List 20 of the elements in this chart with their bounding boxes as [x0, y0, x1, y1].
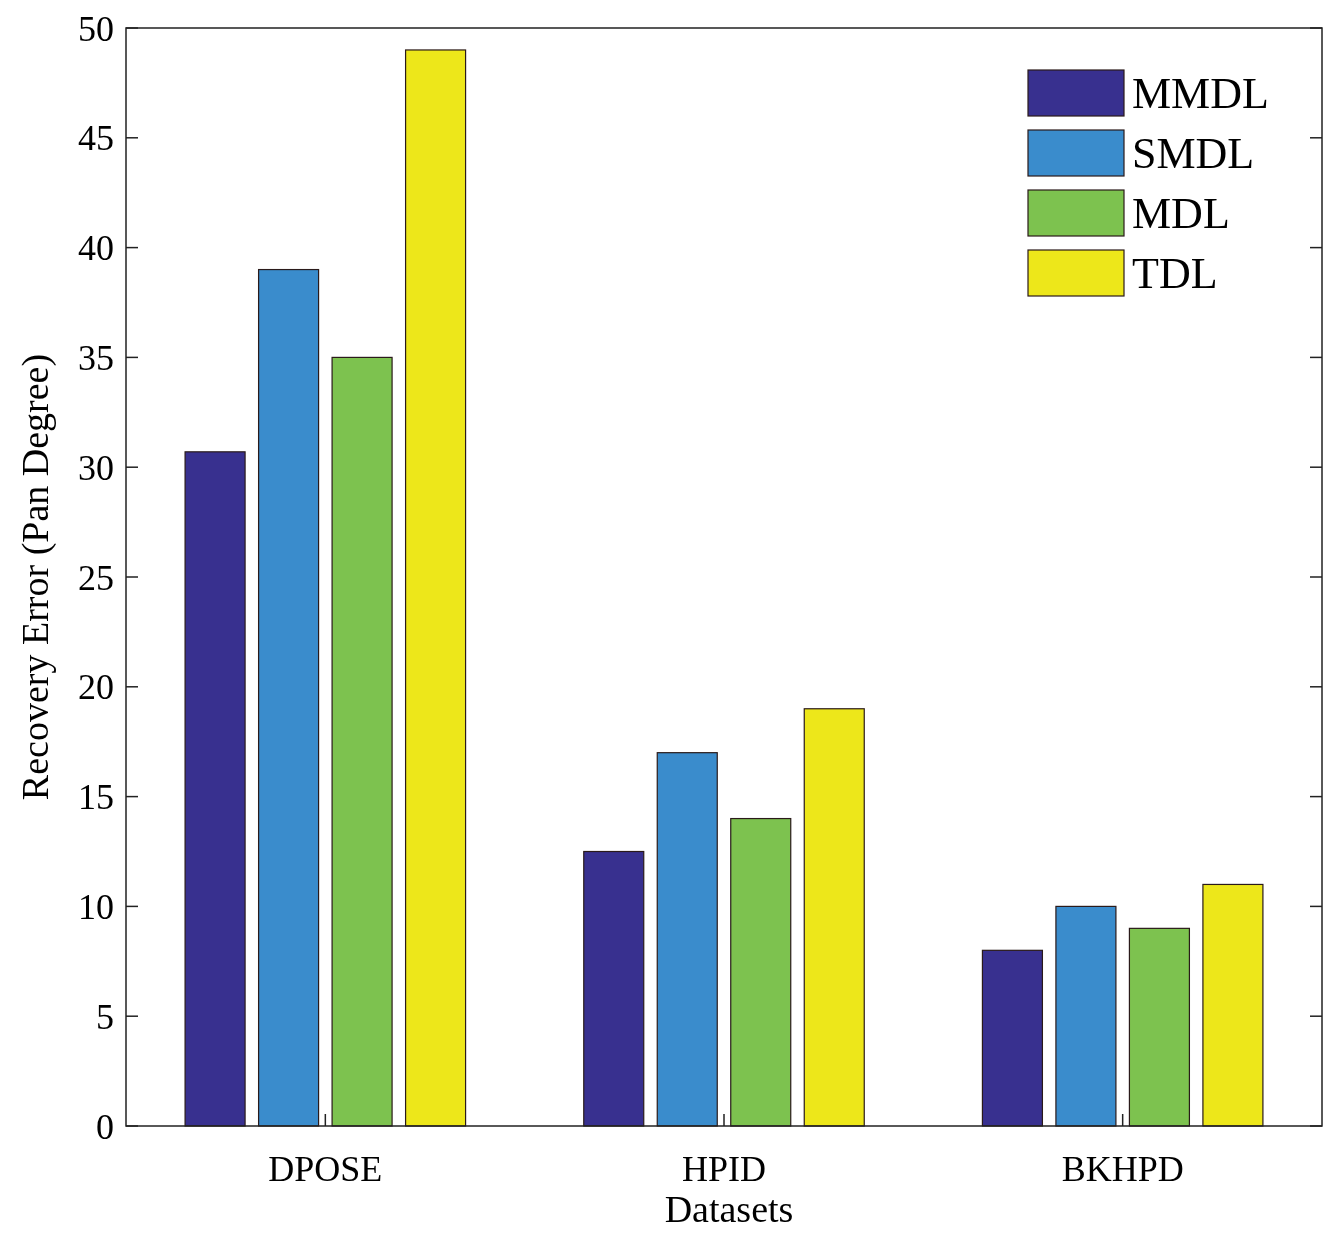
legend-label: MMDL: [1132, 69, 1269, 119]
x-tick-label: HPID: [681, 1149, 767, 1189]
legend-label: SMDL: [1132, 129, 1255, 179]
y-tick-label: 45: [78, 118, 114, 159]
y-tick-label: 40: [78, 228, 114, 269]
y-tick-label: 35: [78, 338, 114, 378]
y-tick-label: 50: [78, 8, 114, 49]
x-tick-label: BKHPD: [1061, 1149, 1184, 1189]
y-tick-label: 25: [78, 557, 114, 598]
y-tick-label: 30: [78, 447, 114, 488]
y-tick-label: 10: [78, 887, 114, 927]
y-tick-label: 5: [96, 996, 114, 1037]
x-axis-title: Datasets: [664, 1188, 794, 1230]
y-tick-label: 0: [96, 1106, 114, 1147]
legend-label: MDL: [1132, 189, 1230, 239]
y-tick-label: 20: [78, 667, 114, 708]
y-tick-label: 15: [78, 777, 114, 818]
y-axis-title: Recovery Error (Pan Degree): [14, 353, 57, 801]
x-tick-label: DPOSE: [268, 1149, 383, 1189]
legend-label: TDL: [1132, 249, 1218, 299]
